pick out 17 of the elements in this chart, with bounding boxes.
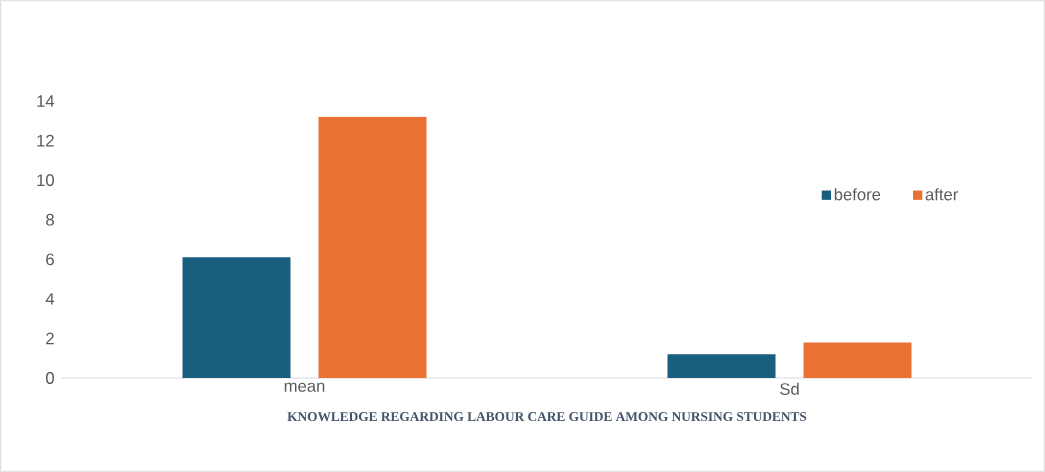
y-tick-label: 10	[37, 174, 54, 187]
y-tick-label: 8	[46, 213, 54, 226]
bar	[318, 116, 427, 378]
bar	[182, 257, 291, 378]
x-tick-label: mean	[284, 382, 325, 392]
y-tick-label: 14	[37, 95, 55, 107]
y-tick-label: 12	[37, 134, 54, 147]
y-tick-label: 0	[46, 372, 54, 384]
bar	[803, 342, 912, 378]
legend-label: before	[834, 188, 881, 201]
x-tick-label: Sd	[780, 382, 799, 395]
x-axis-title: KNOWLEDGE REGARDING LABOUR CARE GUIDE AMONG NURSING STUDENTS	[287, 412, 807, 422]
y-tick-label: 2	[46, 332, 54, 345]
legend-label: after	[925, 188, 959, 201]
y-tick-label: 4	[45, 293, 55, 305]
bar	[667, 354, 776, 378]
y-tick-label: 6	[46, 253, 54, 266]
